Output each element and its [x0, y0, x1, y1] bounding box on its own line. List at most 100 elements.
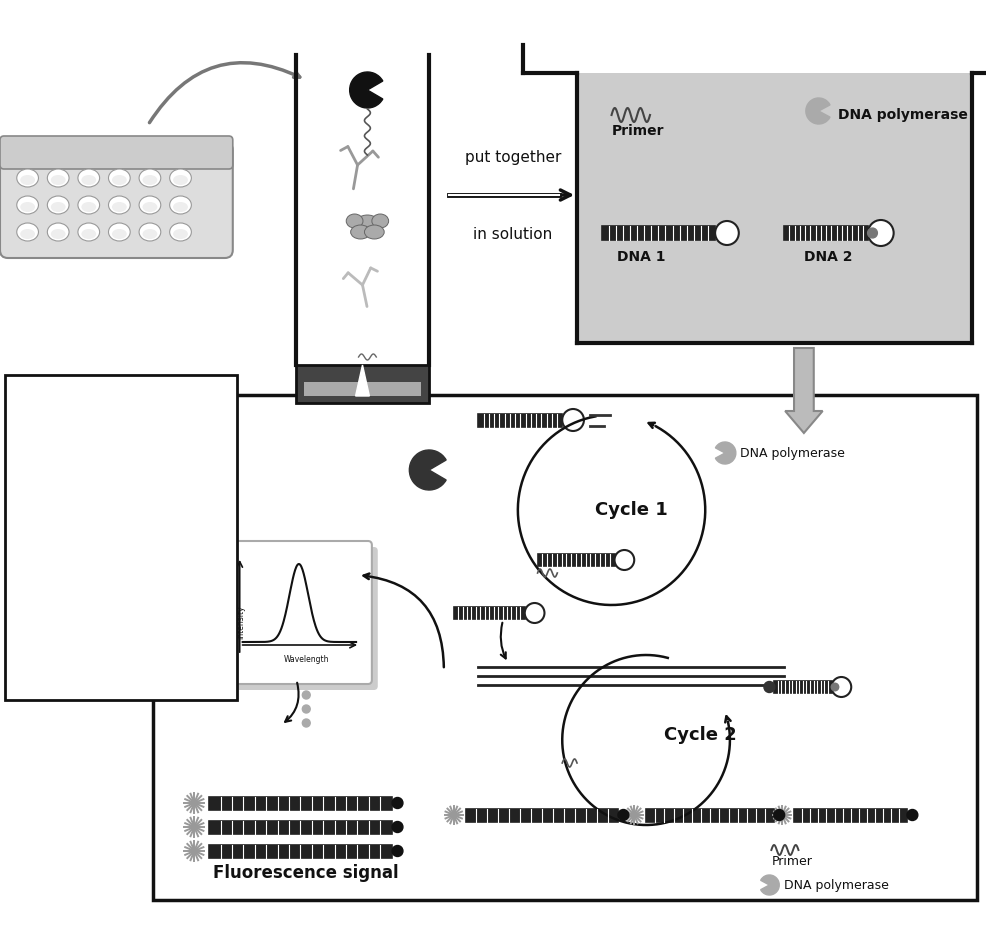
- Text: Primer: Primer: [771, 855, 812, 868]
- Text: Fluorescence signal: Fluorescence signal: [213, 864, 399, 882]
- Ellipse shape: [355, 215, 380, 235]
- FancyBboxPatch shape: [0, 136, 233, 169]
- Bar: [602, 226, 715, 240]
- Ellipse shape: [51, 229, 66, 239]
- Text: Cycle 2: Cycle 2: [664, 726, 737, 744]
- Ellipse shape: [170, 196, 191, 214]
- Ellipse shape: [17, 196, 38, 214]
- Bar: [454, 607, 525, 619]
- Wedge shape: [350, 72, 383, 108]
- Text: Ab$_1$: Ab$_1$: [82, 420, 118, 440]
- Circle shape: [392, 797, 403, 808]
- Ellipse shape: [17, 169, 38, 187]
- Bar: [209, 820, 392, 833]
- Text: DNA polymerase: DNA polymerase: [784, 879, 889, 892]
- Ellipse shape: [109, 223, 130, 241]
- Ellipse shape: [47, 196, 69, 214]
- Ellipse shape: [173, 229, 188, 239]
- Ellipse shape: [21, 489, 38, 503]
- Bar: [774, 681, 832, 693]
- Circle shape: [907, 809, 918, 820]
- Ellipse shape: [364, 225, 384, 239]
- Bar: [577, 73, 972, 343]
- Circle shape: [302, 691, 310, 699]
- Ellipse shape: [30, 490, 55, 510]
- Ellipse shape: [112, 229, 127, 239]
- Bar: [466, 808, 618, 821]
- Ellipse shape: [170, 169, 191, 187]
- Ellipse shape: [20, 175, 35, 185]
- Bar: [784, 226, 868, 240]
- FancyBboxPatch shape: [227, 547, 378, 690]
- FancyBboxPatch shape: [221, 541, 372, 684]
- Ellipse shape: [81, 175, 96, 185]
- Circle shape: [618, 809, 629, 820]
- Ellipse shape: [351, 225, 370, 239]
- Circle shape: [774, 809, 785, 820]
- Ellipse shape: [173, 175, 188, 185]
- Bar: [478, 413, 562, 426]
- Ellipse shape: [143, 175, 157, 185]
- Bar: [646, 808, 774, 821]
- Circle shape: [392, 821, 403, 832]
- Bar: [304, 382, 421, 396]
- Circle shape: [868, 228, 877, 238]
- Text: DNA polymerase: DNA polymerase: [740, 447, 845, 460]
- Text: DNA 1: DNA 1: [617, 250, 665, 264]
- Ellipse shape: [81, 202, 96, 212]
- Circle shape: [302, 705, 310, 713]
- Ellipse shape: [78, 223, 100, 241]
- Ellipse shape: [109, 169, 130, 187]
- Text: Primer: Primer: [612, 124, 664, 138]
- Circle shape: [831, 684, 839, 691]
- Ellipse shape: [81, 229, 96, 239]
- Circle shape: [392, 845, 403, 857]
- Circle shape: [615, 550, 634, 570]
- FancyBboxPatch shape: [0, 142, 233, 258]
- Bar: [209, 796, 392, 809]
- Ellipse shape: [20, 229, 35, 239]
- Wedge shape: [806, 98, 830, 124]
- Wedge shape: [21, 633, 52, 667]
- Circle shape: [868, 220, 894, 246]
- Text: in solution: in solution: [473, 227, 553, 242]
- Text: biotin-Ab$_2$: biotin-Ab$_2$: [82, 564, 184, 586]
- Ellipse shape: [51, 202, 66, 212]
- Text: Wavelength: Wavelength: [284, 655, 329, 664]
- Wedge shape: [715, 442, 736, 464]
- Bar: [5, 375, 237, 700]
- Text: put together: put together: [465, 150, 561, 165]
- Circle shape: [715, 221, 739, 245]
- Ellipse shape: [26, 500, 45, 514]
- Ellipse shape: [170, 223, 191, 241]
- Circle shape: [302, 719, 310, 727]
- Bar: [794, 808, 907, 821]
- Text: DNA 2: DNA 2: [804, 250, 853, 264]
- Text: Intensity: Intensity: [237, 606, 246, 639]
- Bar: [296, 365, 429, 403]
- Ellipse shape: [372, 214, 389, 228]
- Text: PSA: PSA: [82, 491, 122, 509]
- Circle shape: [764, 682, 775, 693]
- Text: DNA polymerase: DNA polymerase: [838, 108, 968, 122]
- Ellipse shape: [112, 202, 127, 212]
- Wedge shape: [409, 450, 446, 490]
- Ellipse shape: [143, 202, 157, 212]
- Ellipse shape: [51, 175, 66, 185]
- Ellipse shape: [39, 500, 59, 514]
- Wedge shape: [761, 875, 779, 895]
- Ellipse shape: [112, 175, 127, 185]
- Bar: [209, 845, 392, 857]
- Ellipse shape: [47, 169, 69, 187]
- Ellipse shape: [47, 489, 64, 503]
- FancyArrow shape: [785, 348, 823, 433]
- Ellipse shape: [143, 229, 157, 239]
- Ellipse shape: [173, 202, 188, 212]
- Text: Nb.BtSI: Nb.BtSI: [82, 641, 158, 659]
- Text: Cycle 1: Cycle 1: [595, 501, 668, 519]
- Ellipse shape: [346, 214, 363, 228]
- Bar: [538, 554, 615, 566]
- Ellipse shape: [78, 169, 100, 187]
- Ellipse shape: [109, 196, 130, 214]
- Polygon shape: [356, 365, 369, 396]
